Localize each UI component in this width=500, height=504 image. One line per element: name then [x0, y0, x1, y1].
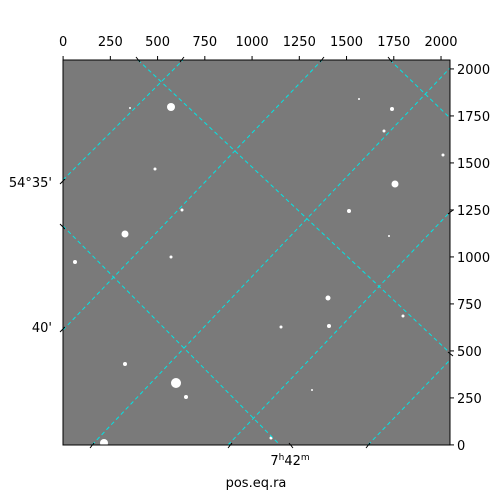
ra-minutes: 42 — [284, 454, 301, 469]
x-tick-label: 1250 — [283, 35, 316, 50]
y-tick-label: 750 — [457, 298, 482, 313]
y-tick-label: 250 — [457, 392, 482, 407]
x-tick-label: 750 — [192, 35, 217, 50]
wcs-grid — [62, 59, 451, 446]
y-tick-label: 500 — [457, 345, 482, 360]
dec-tick-label: 40' — [32, 321, 52, 336]
sky-image — [63, 60, 450, 445]
x-tick-label: 1750 — [377, 35, 410, 50]
x-tick-label: 2000 — [424, 35, 457, 50]
y-tick-label: 1500 — [457, 157, 490, 172]
ra-hours: 7 — [270, 454, 278, 469]
ra-m: m — [301, 453, 310, 463]
dec-tick-label: 54°35' — [9, 176, 52, 191]
x-tick-label: 250 — [98, 35, 123, 50]
x-tick-label: 1000 — [236, 35, 269, 50]
x-tick-label: 500 — [145, 35, 170, 50]
x-tick-label: 1500 — [330, 35, 363, 50]
y-tick-label: 1250 — [457, 204, 490, 219]
y-tick-label: 0 — [457, 439, 465, 454]
x-tick-label: 0 — [59, 35, 67, 50]
x-axis-label: pos.eq.ra — [226, 476, 287, 491]
wcs-ticks — [59, 56, 454, 449]
y-tick-label: 1750 — [457, 110, 490, 125]
y-tick-label: 1000 — [457, 251, 490, 266]
y-tick-label: 2000 — [457, 63, 490, 78]
ra-h: h — [279, 453, 285, 463]
ra-tick-label: 7h42m — [270, 453, 309, 469]
axes-frame — [62, 59, 451, 446]
